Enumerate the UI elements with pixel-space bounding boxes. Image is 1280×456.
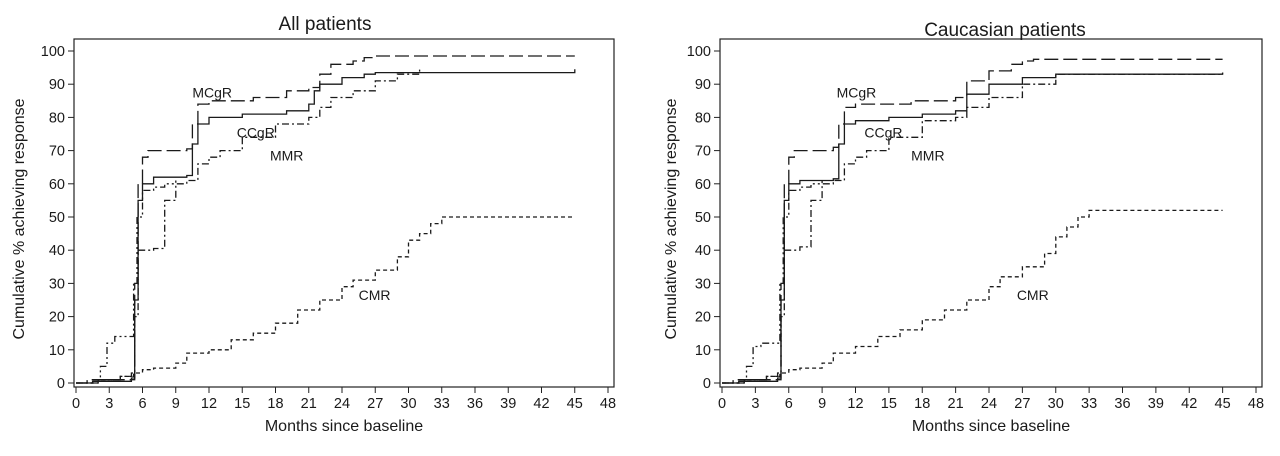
- series-line-ccgr: [76, 69, 576, 384]
- series-label-ccgr: CCgR: [237, 124, 275, 140]
- series-line-ccgr: [722, 72, 1224, 384]
- x-tick-label: 33: [434, 396, 450, 412]
- chart-title: All patients: [279, 14, 372, 35]
- x-tick-label: 39: [1148, 396, 1164, 412]
- y-tick-label: 90: [49, 77, 65, 93]
- x-tick-label: 3: [105, 396, 113, 412]
- y-tick-label: 70: [49, 144, 65, 160]
- x-tick-label: 48: [600, 396, 616, 412]
- y-tick-label: 30: [695, 276, 711, 292]
- x-axis-label: Months since baseline: [265, 418, 423, 435]
- x-tick-label: 12: [201, 396, 217, 412]
- y-tick-label: 0: [57, 376, 65, 392]
- x-tick-label: 36: [467, 396, 483, 412]
- x-tick-label: 0: [718, 396, 726, 412]
- x-tick-label: 48: [1248, 396, 1264, 412]
- series-line-cmr: [76, 216, 575, 384]
- x-tick-label: 45: [567, 396, 583, 412]
- x-tick-label: 3: [751, 396, 759, 412]
- x-tick-label: 36: [1114, 396, 1130, 412]
- plot-frame: [73, 38, 615, 388]
- y-tick-label: 80: [695, 110, 711, 126]
- y-tick-label: 0: [703, 376, 711, 392]
- y-tick-label: 50: [695, 210, 711, 226]
- series-line-unlabeled-3: [722, 180, 823, 384]
- x-tick-label: 9: [818, 396, 826, 412]
- x-tick-label: 27: [1014, 396, 1030, 412]
- y-tick-label: 30: [49, 276, 65, 292]
- y-tick-label: 60: [695, 177, 711, 193]
- x-tick-label: 6: [785, 396, 793, 412]
- x-tick-label: 15: [881, 396, 897, 412]
- x-tick-label: 18: [267, 396, 283, 412]
- y-tick-label: 60: [49, 177, 65, 193]
- series-label-cmr: CMR: [1017, 287, 1049, 303]
- x-tick-label: 33: [1081, 396, 1097, 412]
- x-tick-label: 42: [1181, 396, 1197, 412]
- x-tick-label: 30: [400, 396, 416, 412]
- series-line-mcgr: [76, 55, 575, 384]
- x-tick-label: 24: [981, 396, 997, 412]
- y-tick-label: 90: [695, 77, 711, 93]
- plot-frame: [719, 38, 1263, 388]
- series-line-mmr: [722, 72, 1224, 384]
- x-tick-label: 15: [234, 396, 250, 412]
- y-tick-label: 10: [49, 343, 65, 359]
- series-line-cmr: [722, 209, 1223, 384]
- y-tick-label: 70: [695, 144, 711, 160]
- y-axis-label: Cumulative % achieving response: [11, 98, 28, 339]
- series-line-mmr: [76, 69, 421, 384]
- series-label-cmr: CMR: [359, 287, 391, 303]
- series-label-mcgr: MCgR: [192, 84, 232, 100]
- x-tick-label: 12: [847, 396, 863, 412]
- series-label-ccgr: CCgR: [864, 124, 902, 140]
- y-tick-label: 50: [49, 210, 65, 226]
- series-label-mcgr: MCgR: [837, 84, 877, 100]
- x-axis-label: Months since baseline: [912, 418, 1070, 435]
- x-tick-label: 42: [533, 396, 549, 412]
- x-tick-label: 0: [72, 396, 80, 412]
- series-label-mmr: MMR: [270, 148, 303, 164]
- chart-title: Caucasian patients: [924, 20, 1086, 41]
- y-tick-label: 20: [49, 310, 65, 326]
- x-tick-label: 27: [367, 396, 383, 412]
- y-tick-label: 100: [41, 44, 65, 60]
- x-tick-label: 18: [914, 396, 930, 412]
- x-tick-label: 45: [1215, 396, 1231, 412]
- x-tick-label: 39: [500, 396, 516, 412]
- x-tick-label: 21: [948, 396, 964, 412]
- series-line-unlabeled-3: [76, 180, 177, 384]
- y-tick-label: 100: [687, 44, 711, 60]
- x-tick-label: 24: [334, 396, 350, 412]
- y-axis-label: Cumulative % achieving response: [663, 98, 680, 339]
- y-tick-label: 80: [49, 110, 65, 126]
- y-tick-label: 40: [695, 243, 711, 259]
- x-tick-label: 6: [138, 396, 146, 412]
- series-label-mmr: MMR: [911, 148, 944, 164]
- x-tick-label: 21: [301, 396, 317, 412]
- x-tick-label: 30: [1048, 396, 1064, 412]
- y-tick-label: 40: [49, 243, 65, 259]
- x-tick-label: 9: [172, 396, 180, 412]
- y-tick-label: 20: [695, 310, 711, 326]
- y-tick-label: 10: [695, 343, 711, 359]
